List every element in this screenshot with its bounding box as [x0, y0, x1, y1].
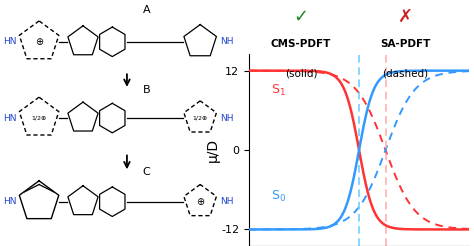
Text: CMS-PDFT: CMS-PDFT: [271, 39, 331, 49]
Text: SA-PDFT: SA-PDFT: [380, 39, 430, 49]
Text: A: A: [143, 5, 150, 15]
Text: ⊕: ⊕: [35, 37, 43, 47]
Text: ⊕: ⊕: [196, 197, 204, 207]
Text: S$_0$: S$_0$: [271, 189, 286, 204]
Text: NH: NH: [220, 114, 234, 123]
Text: HN: HN: [3, 197, 17, 206]
Text: 1/2⊕: 1/2⊕: [31, 116, 46, 121]
Text: NH: NH: [220, 197, 234, 206]
Text: S$_1$: S$_1$: [271, 83, 286, 98]
Text: HN: HN: [3, 37, 17, 46]
Text: (dashed): (dashed): [382, 69, 428, 79]
Text: 1/2⊕: 1/2⊕: [192, 116, 208, 121]
Text: ✓: ✓: [293, 7, 309, 25]
Text: HN: HN: [3, 114, 17, 123]
Text: NH: NH: [220, 37, 234, 46]
Text: C: C: [143, 167, 150, 177]
Text: ✗: ✗: [398, 7, 413, 25]
Text: (solid): (solid): [285, 69, 317, 79]
Y-axis label: μ/D: μ/D: [206, 138, 219, 162]
Text: B: B: [143, 85, 150, 95]
